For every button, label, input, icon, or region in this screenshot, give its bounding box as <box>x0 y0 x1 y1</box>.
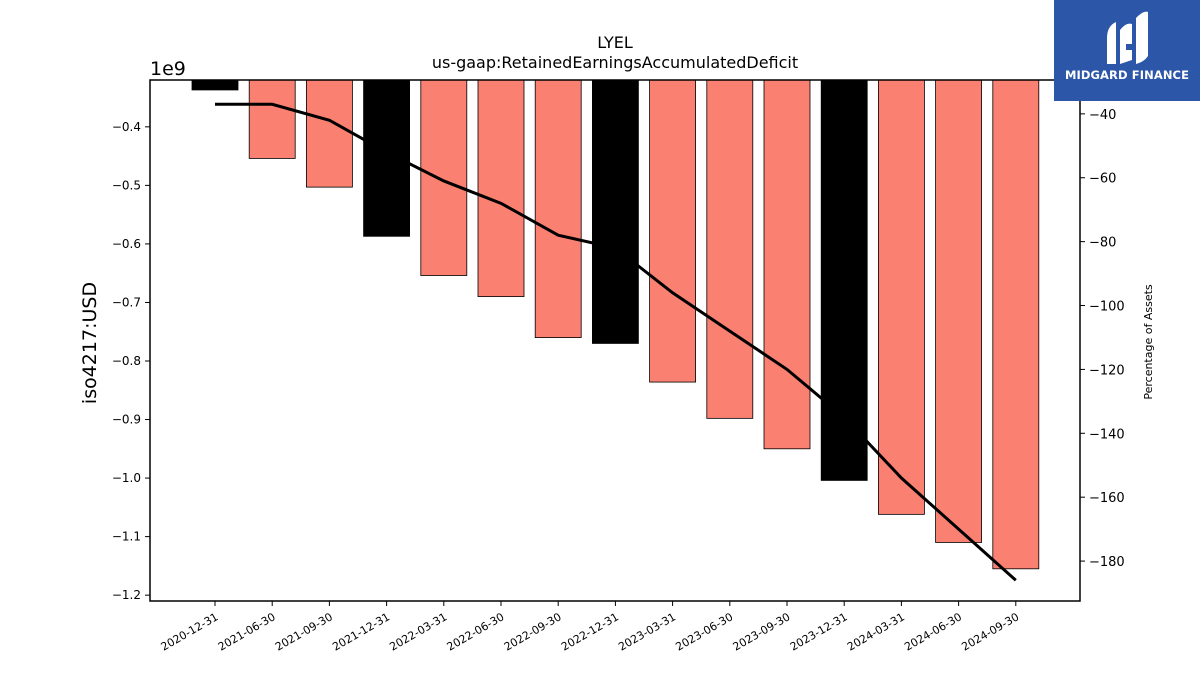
x-tick-label: 2023-06-30 <box>673 610 735 653</box>
bar-2022-06-30 <box>477 79 525 297</box>
y-tick-label: −1.2 <box>112 588 141 602</box>
y-tick-label: −0.8 <box>112 354 141 368</box>
logo-text: MIDGARD FINANCE <box>1064 68 1190 82</box>
y-tick-label: −0.5 <box>112 178 141 192</box>
bar-2023-06-30 <box>706 79 754 419</box>
x-tick-label: 2023-12-31 <box>788 610 850 653</box>
x-tick-label: 2020-12-31 <box>159 610 221 653</box>
chart-title: LYEL <box>597 33 633 52</box>
chart-subtitle: us-gaap:RetainedEarningsAccumulatedDefic… <box>432 53 798 72</box>
bar-2024-03-31 <box>878 79 925 515</box>
y2-tick-label: −120 <box>1089 363 1125 378</box>
y-tick-label: −0.7 <box>112 295 141 309</box>
bar-2023-12-31 <box>820 79 868 481</box>
x-tick-label: 2023-09-30 <box>731 610 793 653</box>
y-tick-label: −1.1 <box>112 530 141 544</box>
y2-tick-label: −80 <box>1089 236 1116 251</box>
y-offset-label: 1e9 <box>150 58 186 80</box>
bars-layer <box>191 79 1040 570</box>
midgard-logo-icon <box>1107 11 1148 65</box>
bar-2020-12-31 <box>191 79 239 91</box>
x-tick-label: 2022-03-31 <box>387 610 449 653</box>
y2-tick-label: −180 <box>1089 555 1125 570</box>
bar-2021-09-30 <box>305 79 353 188</box>
bar-2021-12-31 <box>363 79 411 237</box>
y-tick-label: −0.4 <box>112 120 141 134</box>
bar-2024-06-30 <box>935 79 982 543</box>
line-layer <box>215 102 1017 582</box>
y2-tick-label: −140 <box>1089 427 1125 442</box>
x-tick-label: 2021-09-30 <box>273 610 335 653</box>
x-tick-label: 2024-09-30 <box>959 610 1021 653</box>
bar-2024-09-30 <box>992 79 1040 570</box>
y-tick-label: −1.0 <box>112 471 141 485</box>
logo: MIDGARD FINANCE <box>1054 0 1200 101</box>
x-tick-label: 2022-12-31 <box>559 610 621 653</box>
y2-tick-label: −160 <box>1089 491 1125 506</box>
bar-2023-03-31 <box>649 79 696 383</box>
y2-tick-label: −60 <box>1089 172 1116 187</box>
bar-2022-09-30 <box>534 79 582 338</box>
y-tick-label: −0.6 <box>112 237 141 251</box>
y2-tick-label: −40 <box>1089 108 1116 123</box>
x-tick-label: 2022-06-30 <box>445 610 507 653</box>
y2-axis-label: Percentage of Assets <box>1142 284 1155 400</box>
bar-2022-03-31 <box>420 79 468 276</box>
bar-2023-09-30 <box>763 79 811 450</box>
bar-2022-12-31 <box>592 79 639 344</box>
x-tick-label: 2022-09-30 <box>502 610 564 653</box>
line-percentage-of-assets <box>215 102 1017 582</box>
x-tick-label: 2021-06-30 <box>216 610 278 653</box>
y-axis-label: iso4217:USD <box>79 282 101 404</box>
y-tick-label: −0.9 <box>112 413 141 427</box>
y2-tick-label: −100 <box>1089 300 1125 315</box>
x-tick-label: 2024-06-30 <box>902 610 964 653</box>
x-tick-label: 2021-12-31 <box>330 610 392 653</box>
x-tick-label: 2024-03-31 <box>845 610 907 653</box>
x-tick-label: 2023-03-31 <box>616 610 678 653</box>
bar-2021-06-30 <box>248 79 296 159</box>
